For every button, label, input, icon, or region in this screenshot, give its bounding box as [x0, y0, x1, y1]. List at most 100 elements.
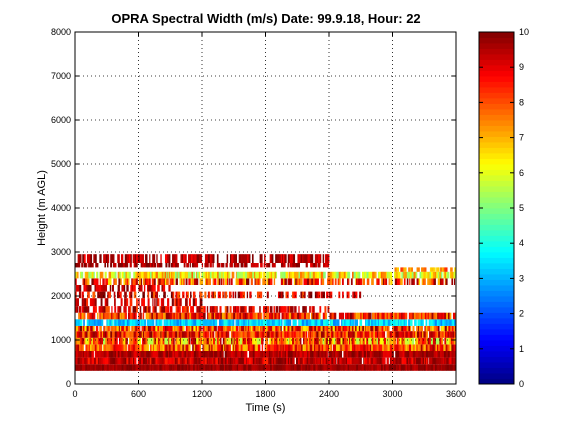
heatmap-cell-band-4 — [342, 337, 345, 345]
heatmap-cell-band-4 — [417, 337, 421, 345]
heatmap-cell-band-3 — [318, 344, 321, 351]
heatmap-cell-band-1 — [145, 357, 148, 365]
heatmap-cell-band-1 — [316, 357, 318, 365]
heatmap-cell-band-3 — [176, 344, 178, 351]
heatmap-cell-band-2 — [331, 351, 335, 358]
heatmap-cell-band-7 — [271, 319, 274, 326]
heatmap-cell-band-2 — [82, 351, 85, 358]
heatmap-cell-band-7 — [393, 319, 396, 326]
heatmap-cell-band-8 — [357, 312, 360, 320]
heatmap-cell-band-6 — [350, 325, 353, 332]
heatmap-cell-band-6 — [83, 325, 85, 332]
heatmap-cell-band-7 — [184, 319, 187, 326]
heatmap-cell-band-2 — [264, 351, 267, 358]
heatmap-cell-band-6 — [204, 325, 207, 332]
heatmap-cell-band-2 — [134, 351, 137, 358]
heatmap-cell-band-13 — [453, 278, 456, 285]
heatmap-cell-band-6 — [224, 325, 227, 332]
heatmap-cell-band-7 — [404, 319, 408, 326]
heatmap-cell-band-0 — [180, 364, 182, 371]
heatmap-cell-band-4 — [441, 337, 444, 345]
heatmap-cell-band-7 — [225, 319, 228, 326]
heatmap-cell-band-0 — [116, 364, 119, 371]
heatmap-cell-band-4 — [216, 337, 219, 345]
heatmap-cell-band-1 — [92, 357, 95, 365]
heatmap-cell-band-6 — [252, 325, 255, 332]
heatmap-cell-band-13 — [257, 278, 260, 285]
heatmap-cell-band-6 — [374, 325, 378, 332]
heatmap-cell-band-13 — [247, 278, 250, 285]
heatmap-cell-band-13 — [422, 278, 425, 285]
heatmap-cell-band-2 — [399, 351, 401, 358]
heatmap-cell-band-2 — [450, 351, 453, 358]
heatmap-cell-band-13 — [313, 278, 316, 285]
heatmap-cell-band-11 — [120, 291, 122, 299]
heatmap-cell-band-2 — [164, 351, 167, 358]
heatmap-cell-band-6 — [295, 325, 298, 332]
heatmap-cell-band-6 — [297, 325, 300, 332]
heatmap-cell-band-14 — [364, 271, 366, 279]
heatmap-cell-band-4 — [404, 337, 407, 345]
heatmap-cell-band-13 — [113, 278, 115, 285]
heatmap-cell-band-7 — [269, 319, 271, 326]
heatmap-cell-band-7 — [249, 319, 252, 326]
heatmap-cell-band-6 — [171, 325, 174, 332]
heatmap-cell-band-14 — [319, 271, 321, 279]
heatmap-cell-band-10 — [120, 298, 123, 307]
heatmap-cell-band-2 — [299, 351, 302, 358]
heatmap-cell-band-13 — [204, 278, 207, 285]
heatmap-cell-band-4 — [265, 337, 267, 345]
heatmap-cell-band-11 — [294, 291, 297, 299]
heatmap-cell-band-5 — [91, 331, 94, 338]
heatmap-cell-band-6 — [392, 325, 395, 332]
heatmap-cell-band-7 — [321, 319, 324, 326]
heatmap-cell-band-8 — [265, 312, 268, 320]
heatmap-cell-band-1 — [193, 357, 195, 365]
heatmap-cell-band-3 — [396, 344, 399, 351]
heatmap-cell-band-2 — [96, 351, 100, 358]
heatmap-cell-band-2 — [156, 351, 159, 358]
heatmap-cell-band-6 — [277, 325, 280, 332]
heatmap-cell-band-8 — [376, 312, 378, 320]
heatmap-cell-band-1 — [179, 357, 183, 365]
heatmap-cell-band-4 — [332, 337, 335, 345]
colorbar-tick-label: 10 — [519, 27, 529, 37]
heatmap-cell-band-17 — [282, 254, 285, 263]
heatmap-cell-band-12 — [138, 285, 141, 292]
heatmap-cell-band-10 — [89, 298, 92, 307]
heatmap-cell-band-2 — [83, 351, 87, 358]
heatmap-cell-band-17 — [300, 254, 303, 263]
heatmap-cell-band-7 — [256, 319, 259, 326]
heatmap-cell-band-3 — [180, 344, 183, 351]
heatmap-cell-band-4 — [375, 337, 378, 345]
heatmap-cell-band-0 — [250, 364, 252, 371]
heatmap-cell-band-4 — [348, 337, 350, 345]
heatmap-cell-band-4 — [136, 337, 139, 345]
heatmap-cell-band-2 — [257, 351, 261, 358]
heatmap-cell-band-5 — [127, 331, 130, 338]
heatmap-cell-band-2 — [154, 351, 157, 358]
heatmap-cell-band-1 — [299, 357, 302, 365]
heatmap-cell-band-4 — [115, 337, 117, 345]
heatmap-cell-band-0 — [196, 364, 199, 371]
heatmap-cell-band-6 — [317, 325, 320, 332]
heatmap-cell-band-13 — [91, 278, 95, 285]
heatmap-cell-band-5 — [405, 331, 407, 338]
heatmap-cell-band-8 — [421, 312, 423, 320]
heatmap-cell-band-17 — [82, 254, 85, 263]
heatmap-cell-band-5 — [402, 331, 405, 338]
heatmap-cell-band-7 — [302, 319, 305, 326]
heatmap-cell-band-14 — [305, 271, 308, 279]
heatmap-cell-band-11 — [338, 291, 341, 299]
heatmap-cell-band-16 — [104, 263, 106, 268]
heatmap-cell-band-6 — [351, 325, 354, 332]
heatmap-cell-band-5 — [410, 331, 412, 338]
heatmap-cell-band-1 — [214, 357, 216, 365]
heatmap-cell-band-13 — [437, 278, 441, 285]
heatmap-cell-band-5 — [125, 331, 128, 338]
heatmap-cell-band-11 — [277, 291, 280, 299]
heatmap-cell-band-3 — [283, 344, 286, 351]
heatmap-cell-band-8 — [123, 312, 126, 320]
heatmap-cell-band-14 — [365, 271, 367, 279]
heatmap-cell-band-1 — [307, 357, 309, 365]
